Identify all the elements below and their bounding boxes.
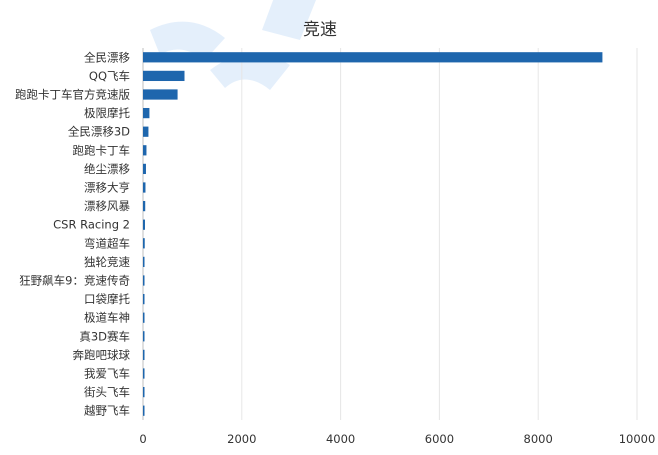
category-label: 漂移大亨 <box>84 181 130 195</box>
category-label: 独轮竞速 <box>84 255 130 269</box>
x-tick-label: 0 <box>139 432 146 446</box>
bar <box>143 256 145 268</box>
bar <box>143 331 145 342</box>
category-label: 弯道超车 <box>84 236 130 250</box>
bar <box>143 200 146 212</box>
bar <box>143 275 145 286</box>
category-label: 狂野飙车9：竞速传奇 <box>19 274 130 288</box>
category-label: 漂移风暴 <box>84 199 130 213</box>
bar <box>143 312 145 323</box>
bar <box>143 107 150 119</box>
category-label: 极道车神 <box>84 311 130 325</box>
chart-title: 竞速 <box>303 20 337 40</box>
category-label: QQ飞车 <box>89 69 130 83</box>
category-label: 我爱飞车 <box>84 367 130 381</box>
category-label: 跑跑卡丁车 <box>73 143 131 157</box>
bar <box>143 293 145 305</box>
category-label: 口袋摩托 <box>84 292 130 306</box>
x-tick-label: 10000 <box>619 432 656 446</box>
bar <box>143 126 149 137</box>
category-label: 真3D赛车 <box>79 329 130 343</box>
x-tick-label: 4000 <box>326 432 355 446</box>
category-label: 越野飞车 <box>84 404 130 418</box>
bar <box>143 70 185 82</box>
bar <box>143 219 145 230</box>
bar <box>143 182 146 193</box>
bar <box>143 386 145 398</box>
bar <box>143 238 145 249</box>
bar <box>143 89 178 100</box>
x-tick-labels: 0 2000 4000 6000 8000 10000 <box>139 432 655 446</box>
bar <box>143 349 145 361</box>
category-label: 街头飞车 <box>84 385 130 399</box>
bar <box>143 368 145 379</box>
x-tick-label: 2000 <box>227 432 256 446</box>
category-label: 跑跑卡丁车官方竞速版 <box>15 88 130 102</box>
category-label: CSR Racing 2 <box>53 218 130 232</box>
gridlines <box>241 48 638 420</box>
x-tick-label: 8000 <box>524 432 553 446</box>
bar <box>143 405 145 416</box>
category-label: 全民漂移 <box>84 50 130 64</box>
watermark <box>150 0 316 90</box>
x-tick-label: 6000 <box>425 432 454 446</box>
bar <box>143 163 146 175</box>
category-label: 全民漂移3D <box>68 125 130 139</box>
bar <box>143 52 603 63</box>
bar <box>143 145 147 156</box>
bars <box>143 52 603 416</box>
category-label: 极限摩托 <box>84 106 130 120</box>
category-label: 奔跑吧球球 <box>73 348 131 362</box>
category-label: 绝尘漂移 <box>84 162 130 176</box>
